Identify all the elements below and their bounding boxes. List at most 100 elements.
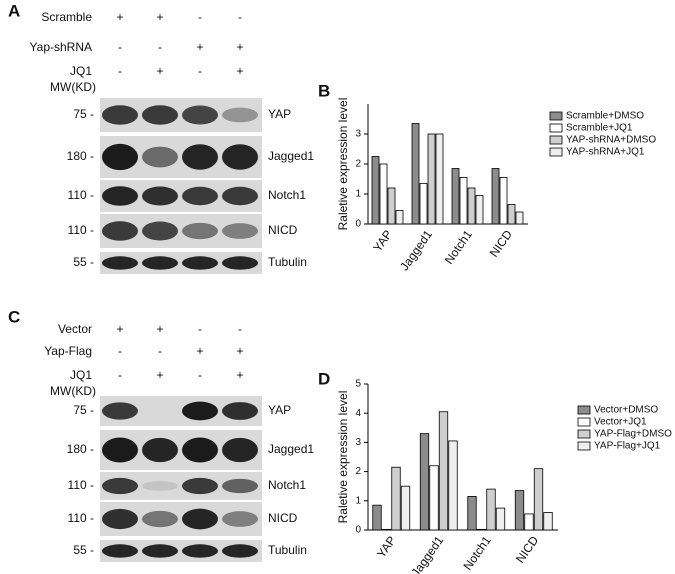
y-tick-label: 5	[355, 379, 361, 390]
mw-label: 110 -	[68, 478, 94, 492]
condition-sign: -	[118, 40, 122, 54]
condition-sign: +	[156, 64, 163, 78]
blot-band	[182, 477, 218, 495]
condition-sign: -	[198, 322, 202, 336]
blot-band	[102, 105, 138, 125]
condition-sign: -	[198, 368, 202, 382]
condition-label: JQ1	[70, 64, 92, 78]
bar	[515, 211, 524, 225]
bar	[387, 187, 396, 225]
bar	[419, 183, 428, 225]
condition-label: Scramble	[41, 10, 92, 24]
condition-sign: -	[198, 64, 202, 78]
condition-sign: -	[118, 344, 122, 358]
blot-band	[182, 437, 218, 463]
protein-label: NICD	[268, 511, 298, 525]
blot-band	[182, 105, 218, 125]
legend-swatch	[549, 147, 563, 157]
protein-label: Notch1	[268, 188, 306, 202]
legend-label: YAP-Flag+JQ1	[594, 441, 661, 452]
condition-label: Vector	[58, 322, 92, 336]
blot-band	[102, 186, 138, 206]
panel-label: A	[8, 1, 20, 20]
mw-label: 55 -	[73, 543, 94, 557]
bar	[495, 507, 506, 531]
legend-swatch	[577, 441, 591, 451]
mw-label: 180 -	[67, 149, 94, 163]
blot-band	[102, 508, 138, 530]
legend-label: Vector+DMSO	[594, 405, 658, 416]
condition-sign: -	[158, 344, 162, 358]
y-axis-title: Raletive expression level	[336, 98, 350, 231]
legend-label: YAP-shRNA+DMSO	[566, 135, 656, 146]
bar	[438, 411, 449, 531]
bar	[533, 468, 544, 531]
mw-label: 75 -	[73, 107, 94, 121]
condition-label: Yap-shRNA	[30, 40, 92, 54]
blot-band	[142, 105, 178, 125]
y-tick-label: 4	[355, 408, 361, 419]
bar	[507, 204, 516, 225]
protein-label: Jagged1	[268, 442, 314, 456]
mw-label: 110 -	[68, 223, 94, 237]
blot-band	[102, 221, 138, 241]
bar	[448, 440, 458, 531]
panel-label: B	[318, 81, 330, 100]
y-tick-label: 2	[355, 159, 361, 170]
condition-sign: +	[236, 64, 243, 78]
bar	[451, 168, 460, 225]
blot-band	[102, 402, 138, 420]
blot-band	[142, 437, 178, 463]
bar	[459, 177, 468, 225]
condition-label: JQ1	[70, 368, 92, 382]
condition-sign: +	[196, 344, 203, 358]
blot-band	[102, 544, 138, 558]
blot-band	[142, 146, 178, 168]
bar	[411, 123, 420, 225]
condition-sign: -	[238, 10, 242, 24]
bar	[486, 488, 496, 531]
bar	[429, 465, 439, 531]
bar	[381, 529, 392, 531]
condition-sign: +	[156, 10, 163, 24]
mw-header: MW(KD)	[50, 384, 96, 398]
blot-band	[182, 144, 218, 170]
legend-swatch	[577, 429, 591, 439]
legend-swatch	[549, 111, 563, 121]
condition-sign: +	[116, 322, 123, 336]
blot-band	[222, 478, 258, 494]
y-tick-label: 0	[355, 525, 361, 536]
mw-header: MW(KD)	[50, 80, 96, 94]
blot-band	[222, 223, 258, 239]
legend-swatch	[577, 405, 591, 415]
bar	[467, 496, 477, 531]
blot-band	[222, 256, 258, 270]
blot-band	[222, 544, 258, 558]
panel-label: D	[318, 369, 330, 388]
y-tick-label: 2	[355, 466, 361, 477]
blot-band	[102, 477, 138, 495]
blot-band	[142, 481, 178, 491]
condition-label: Yap-Flag	[44, 344, 92, 358]
legend-label: Vector+JQ1	[594, 417, 647, 428]
bar	[435, 133, 444, 225]
bar	[400, 485, 411, 531]
mw-label: 180 -	[67, 442, 94, 456]
y-tick-label: 0	[355, 219, 361, 230]
protein-label: YAP	[268, 107, 291, 121]
mw-label: 110 -	[68, 511, 94, 525]
blot-band	[142, 186, 178, 206]
condition-sign: -	[158, 40, 162, 54]
protein-label: Jagged1	[268, 149, 314, 163]
condition-sign: +	[236, 368, 243, 382]
y-tick-label: 3	[355, 129, 361, 140]
protein-label: YAP	[268, 403, 291, 417]
bar	[524, 513, 534, 531]
condition-sign: +	[116, 10, 123, 24]
y-tick-label: 1	[355, 189, 361, 200]
bar	[514, 490, 525, 531]
blot-band	[182, 256, 218, 270]
blot-strip	[100, 540, 262, 562]
bar	[467, 187, 476, 225]
